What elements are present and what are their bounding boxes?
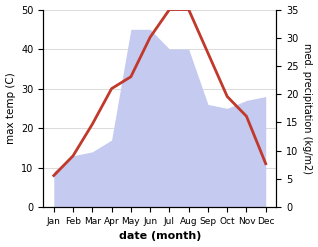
Y-axis label: max temp (C): max temp (C) bbox=[5, 72, 16, 144]
X-axis label: date (month): date (month) bbox=[119, 231, 201, 242]
Y-axis label: med. precipitation (kg/m2): med. precipitation (kg/m2) bbox=[302, 43, 313, 174]
